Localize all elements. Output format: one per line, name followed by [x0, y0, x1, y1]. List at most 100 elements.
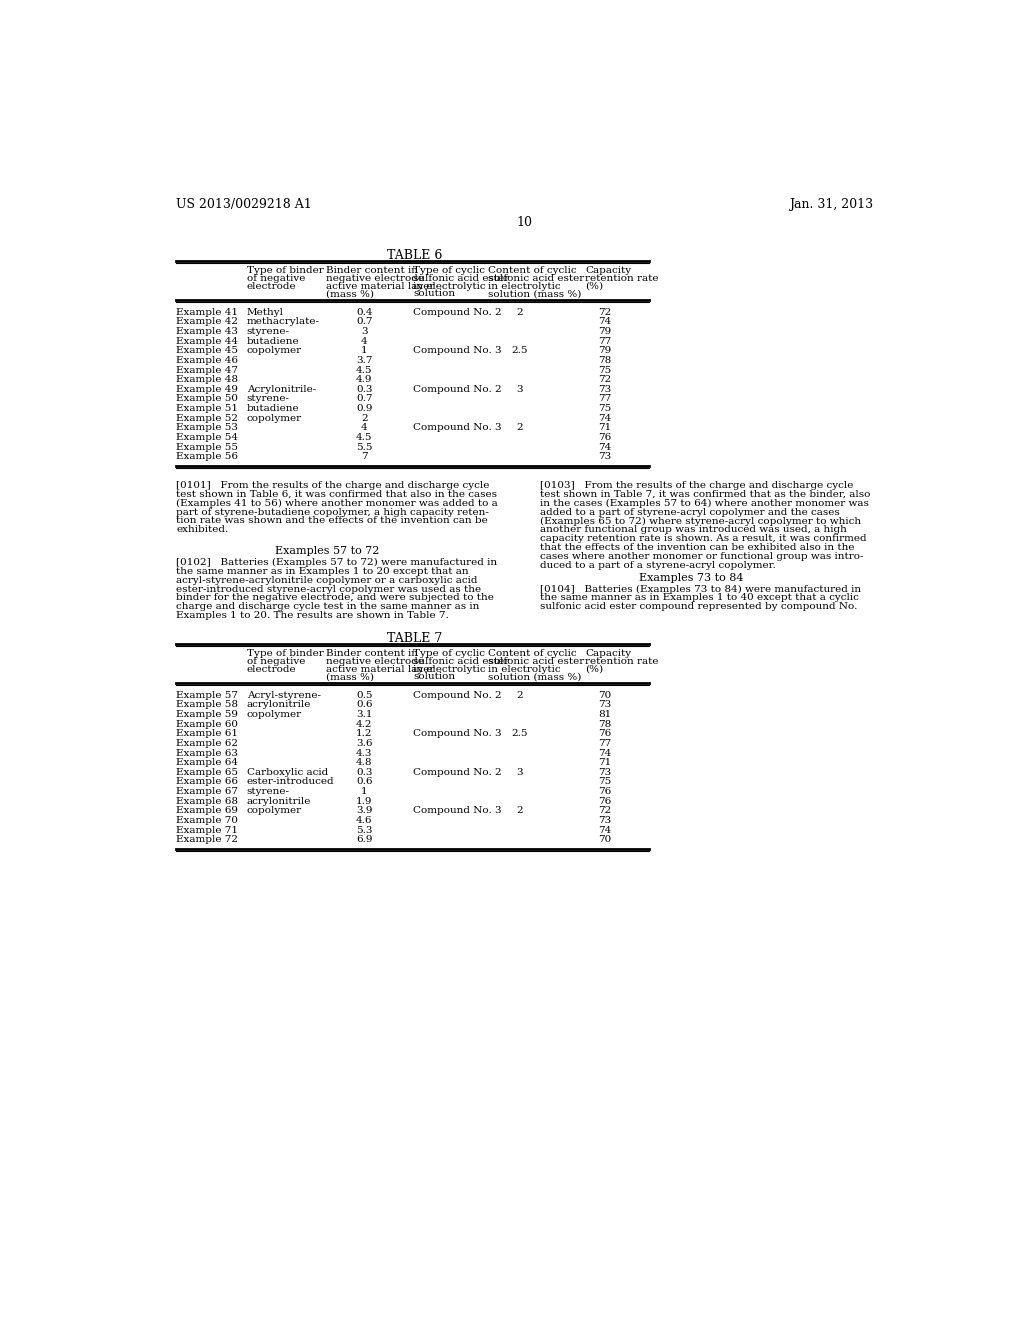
Text: Acrylonitrile-: Acrylonitrile- [247, 385, 315, 393]
Text: Example 55: Example 55 [176, 442, 238, 451]
Text: 72: 72 [598, 375, 611, 384]
Text: TABLE 7: TABLE 7 [387, 632, 442, 645]
Text: 81: 81 [598, 710, 611, 719]
Text: 1.9: 1.9 [356, 797, 373, 805]
Text: 10: 10 [517, 216, 532, 230]
Text: in electrolytic: in electrolytic [488, 281, 561, 290]
Text: copolymer: copolymer [247, 413, 302, 422]
Text: Example 71: Example 71 [176, 825, 238, 834]
Text: cases where another monomer or functional group was intro-: cases where another monomer or functiona… [541, 552, 864, 561]
Text: 3: 3 [516, 768, 522, 777]
Text: of negative: of negative [247, 275, 305, 282]
Text: Example 57: Example 57 [176, 690, 238, 700]
Text: 73: 73 [598, 768, 611, 777]
Text: Example 61: Example 61 [176, 730, 238, 738]
Text: Compound No. 3: Compound No. 3 [414, 346, 502, 355]
Text: [0104]   Batteries (Examples 73 to 84) were manufactured in: [0104] Batteries (Examples 73 to 84) wer… [541, 585, 861, 594]
Text: Example 59: Example 59 [176, 710, 238, 719]
Text: 1.2: 1.2 [356, 730, 373, 738]
Text: 2: 2 [516, 308, 522, 317]
Text: Example 70: Example 70 [176, 816, 238, 825]
Text: 1: 1 [361, 346, 368, 355]
Text: retention rate: retention rate [586, 275, 658, 282]
Text: Example 42: Example 42 [176, 317, 238, 326]
Text: Example 45: Example 45 [176, 346, 238, 355]
Text: 2.5: 2.5 [511, 730, 527, 738]
Text: 76: 76 [598, 787, 611, 796]
Text: Example 43: Example 43 [176, 327, 238, 337]
Text: 2.5: 2.5 [511, 346, 527, 355]
Text: in electrolytic: in electrolytic [488, 665, 561, 673]
Text: sulfonic acid ester: sulfonic acid ester [414, 275, 510, 282]
Text: Methyl: Methyl [247, 308, 284, 317]
Text: Example 67: Example 67 [176, 787, 238, 796]
Text: 74: 74 [598, 442, 611, 451]
Text: methacrylate-: methacrylate- [247, 317, 319, 326]
Text: Example 58: Example 58 [176, 701, 238, 709]
Text: copolymer: copolymer [247, 346, 302, 355]
Text: [0102]   Batteries (Examples 57 to 72) were manufactured in: [0102] Batteries (Examples 57 to 72) wer… [176, 558, 498, 568]
Text: 72: 72 [598, 308, 611, 317]
Text: solution (mass %): solution (mass %) [488, 672, 582, 681]
Text: 0.7: 0.7 [356, 317, 373, 326]
Text: 4: 4 [361, 337, 368, 346]
Text: (%): (%) [586, 281, 603, 290]
Text: 72: 72 [598, 807, 611, 816]
Text: 71: 71 [598, 758, 611, 767]
Text: test shown in Table 7, it was confirmed that as the binder, also: test shown in Table 7, it was confirmed … [541, 490, 870, 499]
Text: Example 52: Example 52 [176, 413, 238, 422]
Text: [0103]   From the results of the charge and discharge cycle: [0103] From the results of the charge an… [541, 480, 854, 490]
Text: Example 41: Example 41 [176, 308, 238, 317]
Text: 78: 78 [598, 356, 611, 364]
Text: Compound No. 2: Compound No. 2 [414, 308, 502, 317]
Text: Acryl-styrene-: Acryl-styrene- [247, 690, 321, 700]
Text: 2: 2 [361, 413, 368, 422]
Text: part of styrene-butadiene copolymer, a high capacity reten-: part of styrene-butadiene copolymer, a h… [176, 508, 488, 516]
Text: acryl-styrene-acrylonitrile copolymer or a carboxylic acid: acryl-styrene-acrylonitrile copolymer or… [176, 576, 477, 585]
Text: Example 56: Example 56 [176, 453, 238, 461]
Text: tion rate was shown and the effects of the invention can be: tion rate was shown and the effects of t… [176, 516, 487, 525]
Text: Compound No. 2: Compound No. 2 [414, 690, 502, 700]
Text: 0.3: 0.3 [356, 768, 373, 777]
Text: 6.9: 6.9 [356, 836, 373, 845]
Text: Example 50: Example 50 [176, 395, 238, 404]
Text: Examples 57 to 72: Examples 57 to 72 [275, 546, 379, 557]
Text: (mass %): (mass %) [326, 672, 374, 681]
Text: 0.6: 0.6 [356, 777, 373, 787]
Text: (mass %): (mass %) [326, 289, 374, 298]
Text: Example 62: Example 62 [176, 739, 238, 748]
Text: 76: 76 [598, 730, 611, 738]
Text: 4.5: 4.5 [356, 366, 373, 375]
Text: Example 48: Example 48 [176, 375, 238, 384]
Text: 73: 73 [598, 816, 611, 825]
Text: active material layer: active material layer [326, 665, 434, 673]
Text: in the cases (Examples 57 to 64) where another monomer was: in the cases (Examples 57 to 64) where a… [541, 499, 869, 508]
Text: 7: 7 [361, 453, 368, 461]
Text: 0.7: 0.7 [356, 395, 373, 404]
Text: Example 54: Example 54 [176, 433, 238, 442]
Text: another functional group was introduced was used, a high: another functional group was introduced … [541, 525, 847, 535]
Text: 74: 74 [598, 413, 611, 422]
Text: [0101]   From the results of the charge and discharge cycle: [0101] From the results of the charge an… [176, 480, 489, 490]
Text: that the effects of the invention can be exhibited also in the: that the effects of the invention can be… [541, 543, 855, 552]
Text: 76: 76 [598, 797, 611, 805]
Text: 0.4: 0.4 [356, 308, 373, 317]
Text: 79: 79 [598, 327, 611, 337]
Text: 4.3: 4.3 [356, 748, 373, 758]
Text: (Examples 41 to 56) where another monomer was added to a: (Examples 41 to 56) where another monome… [176, 499, 498, 508]
Text: 0.6: 0.6 [356, 701, 373, 709]
Text: 74: 74 [598, 825, 611, 834]
Text: Example 63: Example 63 [176, 748, 238, 758]
Text: Jan. 31, 2013: Jan. 31, 2013 [790, 198, 873, 211]
Text: 3: 3 [361, 327, 368, 337]
Text: negative electrode: negative electrode [326, 275, 424, 282]
Text: Compound No. 2: Compound No. 2 [414, 385, 502, 393]
Text: Example 47: Example 47 [176, 366, 238, 375]
Text: 5.5: 5.5 [356, 442, 373, 451]
Text: 0.5: 0.5 [356, 690, 373, 700]
Text: Example 68: Example 68 [176, 797, 238, 805]
Text: test shown in Table 6, it was confirmed that also in the cases: test shown in Table 6, it was confirmed … [176, 490, 497, 499]
Text: 71: 71 [598, 424, 611, 432]
Text: in electrolytic: in electrolytic [414, 665, 485, 673]
Text: ester-introduced: ester-introduced [247, 777, 334, 787]
